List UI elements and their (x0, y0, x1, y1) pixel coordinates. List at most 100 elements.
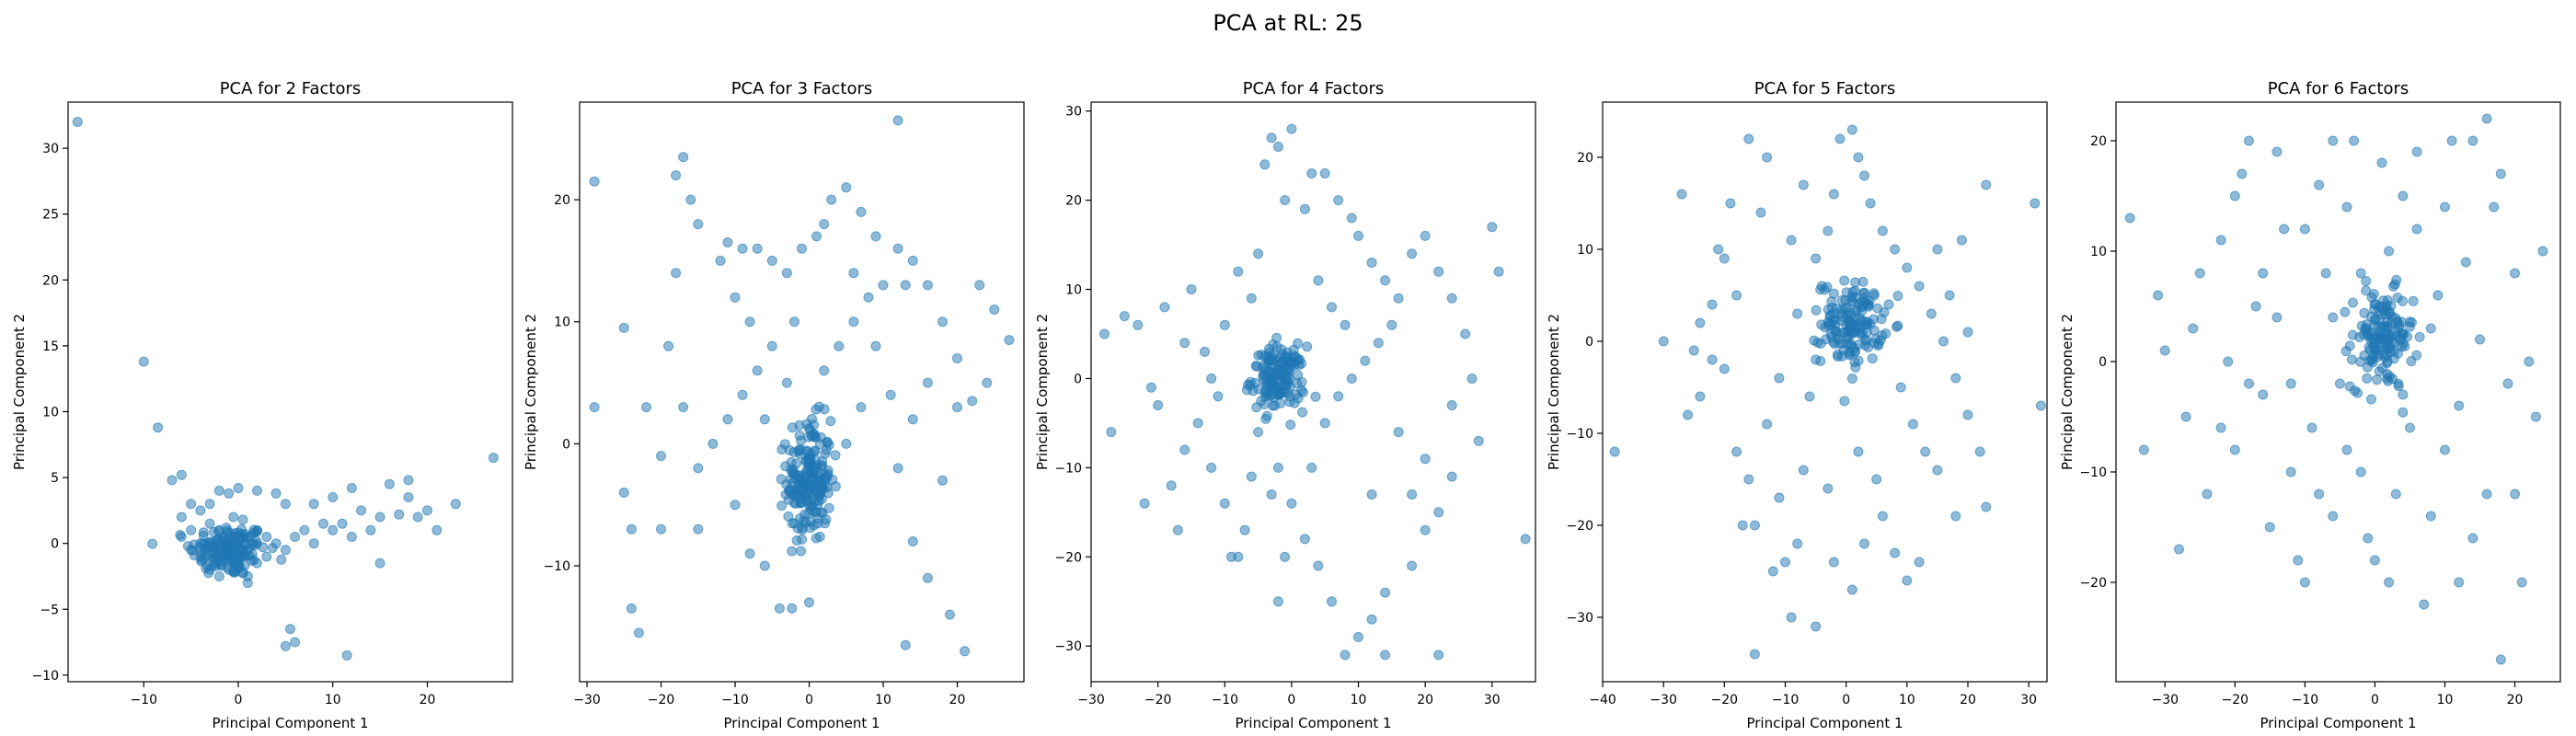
scatter-point (1333, 195, 1344, 206)
scatter-point (2516, 577, 2527, 588)
x-tick-label: −40 (1589, 693, 1616, 707)
x-tick-label: 10 (2437, 693, 2454, 707)
scatter-point (1829, 339, 1840, 350)
x-tick-label: 20 (2507, 693, 2524, 707)
x-tick-label: 20 (420, 693, 436, 707)
scatter-point (1259, 351, 1270, 362)
scatter-point (1310, 391, 1321, 402)
scatter-point (685, 194, 696, 205)
scatter-point (1139, 498, 1150, 509)
scatter-point (2398, 389, 2409, 400)
scatter-point (1932, 244, 1943, 255)
scatter-point (394, 509, 405, 520)
y-tick-label: −5 (40, 603, 59, 617)
scatter-point (2411, 146, 2422, 157)
scatter-point (1420, 524, 1431, 535)
scatter-point (2375, 301, 2386, 312)
scatter-point (1823, 483, 1834, 494)
scatter-point (2349, 135, 2360, 146)
scatter-point (856, 206, 867, 217)
scatter-point (1266, 489, 1277, 500)
scatter-point (204, 499, 215, 510)
scatter-point (2279, 224, 2290, 235)
scatter-point (633, 627, 644, 638)
scatter-point (1731, 446, 1742, 457)
scatter-point (1272, 462, 1283, 473)
x-tick-label: 10 (1351, 693, 1367, 707)
scatter-point (328, 524, 339, 535)
scatter-point (186, 524, 197, 535)
scatter-point (2446, 135, 2457, 146)
scatter-point (1828, 288, 1839, 299)
scatter-point (1153, 400, 1164, 410)
scatter-point (1296, 358, 1307, 369)
scatter-point (258, 542, 269, 553)
scatter-point (825, 416, 836, 427)
scatter-point (1393, 293, 1404, 304)
scatter-point (2481, 489, 2492, 500)
scatter-point (2530, 411, 2541, 422)
scatter-point (801, 496, 812, 507)
scatter-point (233, 483, 244, 493)
scatter-point (952, 402, 962, 413)
scatter-point (1731, 290, 1742, 301)
scatter-point (1839, 275, 1850, 286)
scatter-point (1823, 225, 1834, 236)
scatter-point (2215, 235, 2226, 246)
scatter-point (2299, 577, 2310, 588)
scatter-point (922, 280, 933, 291)
scatter-point (803, 456, 814, 467)
scatter-point (945, 609, 955, 620)
scatter-point (759, 414, 770, 425)
axes-frame (579, 101, 1025, 683)
scatter-point (2341, 201, 2352, 213)
scatter-point (1346, 374, 1357, 384)
scatter-point (175, 530, 186, 540)
scatter-point (1493, 266, 1504, 277)
scatter-point (1246, 471, 1257, 482)
scatter-point (1327, 302, 1337, 313)
scatter-point (744, 548, 755, 559)
scatter-point (1407, 560, 1418, 571)
scatter-point (2285, 466, 2296, 477)
y-axis-label: Principal Component 2 (1546, 314, 1562, 470)
scatter-point (1872, 303, 1883, 314)
scatter-points (1099, 123, 1531, 661)
scatter-point (222, 543, 233, 554)
scatter-point (198, 527, 209, 538)
scatter-point (252, 485, 262, 496)
scatter-point (641, 402, 651, 413)
scatter-point (280, 499, 291, 510)
y-tick-label: 10 (2090, 245, 2107, 259)
scatter-point (204, 518, 215, 529)
scatter-point (1981, 179, 1992, 190)
x-tick-label: 0 (2371, 693, 2379, 707)
scatter-points (1609, 124, 2046, 660)
scatter-point (290, 532, 301, 542)
subplot-title: PCA for 4 Factors (1243, 79, 1385, 98)
scatter-point (1340, 319, 1351, 330)
scatter-point (2384, 577, 2395, 588)
axes-container: PCA for 2 Factors −10 0 10 20 −10 −5 0 5 10 15 20 25… (11, 79, 2561, 731)
scatter-point (1433, 507, 1444, 518)
scatter-point (1293, 338, 1304, 349)
x-axis-label: Principal Component 1 (212, 715, 368, 731)
y-tick-label: −20 (1054, 550, 1082, 565)
scatter-point (290, 637, 301, 648)
scatter-point (1433, 266, 1444, 277)
scatter-point (2285, 378, 2296, 389)
y-tick-label: −10 (543, 559, 570, 574)
scatter-point (1860, 334, 1871, 345)
scatter-point (1272, 142, 1283, 152)
x-tick-label: −10 (721, 693, 749, 707)
scatter-point (1271, 341, 1282, 352)
y-tick-label: −20 (1566, 519, 1593, 534)
scatter-point (1186, 284, 1197, 294)
y-tick-label: 10 (1577, 243, 1593, 258)
scatter-point (2362, 373, 2373, 384)
y-tick-label: −30 (1054, 639, 1082, 654)
scatter-point (2372, 332, 2383, 343)
scatter-point (1276, 357, 1287, 368)
scatter-point (1319, 168, 1330, 178)
scatter-point (216, 560, 227, 571)
